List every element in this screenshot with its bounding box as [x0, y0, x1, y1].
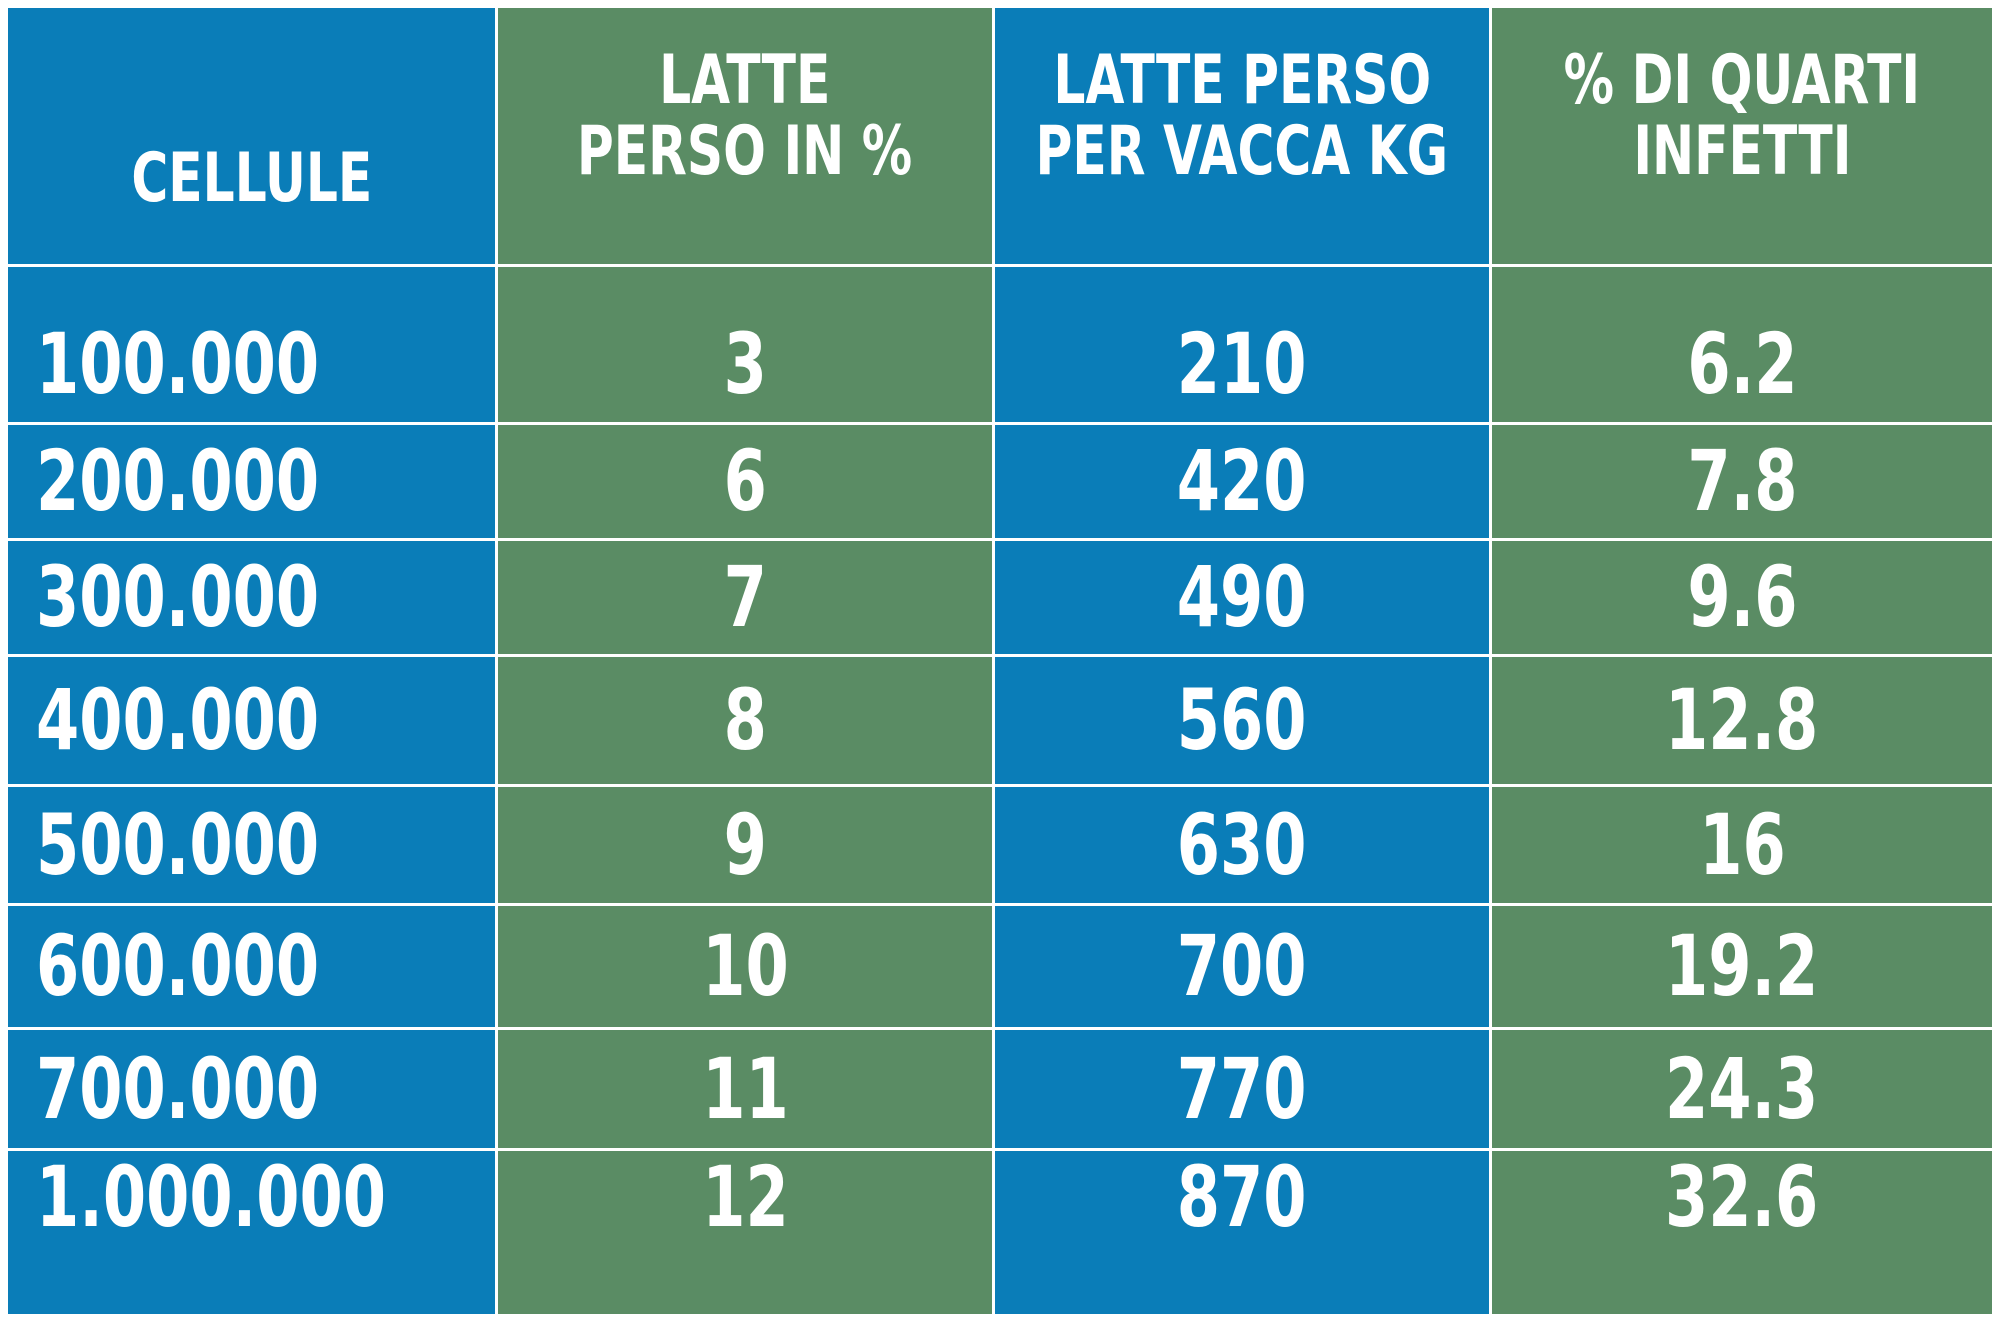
header-cell: LATTE PERSO PER VACCA KG: [995, 8, 1489, 264]
data-cell: 770: [995, 1030, 1489, 1148]
header-text: INFETTI: [1632, 112, 1852, 191]
data-cell: 420: [995, 425, 1489, 538]
cell-text: 200.000: [36, 432, 320, 531]
data-cell: 11: [498, 1030, 992, 1148]
cell-text: 1.000.000: [36, 1151, 386, 1247]
cell-text: 16: [1698, 795, 1786, 894]
cell-text: 8: [723, 671, 767, 770]
data-cell: 9.6: [1492, 541, 1992, 654]
data-cell: 210: [995, 267, 1489, 422]
data-cell: 12: [498, 1151, 992, 1314]
header-text: LATTE PERSO: [1053, 40, 1431, 120]
data-cell: 10: [498, 906, 992, 1027]
header-cell: % DI QUARTI INFETTI: [1492, 8, 1992, 264]
data-cell: 6.2: [1492, 267, 1992, 422]
data-cell: 32.6: [1492, 1151, 1992, 1314]
data-cell: 12.8: [1492, 657, 1992, 784]
cell-text: 420: [1177, 432, 1307, 531]
cell-text: 700: [1177, 917, 1307, 1016]
data-cell: 870: [995, 1151, 1489, 1314]
data-cell: 6: [498, 425, 992, 538]
data-cell: 400.000: [8, 657, 495, 784]
cell-text: 7: [723, 548, 767, 647]
data-cell: 1.000.000: [8, 1151, 495, 1314]
cell-text: 3: [723, 315, 767, 414]
data-cell: 200.000: [8, 425, 495, 538]
cell-text: 560: [1177, 671, 1307, 770]
cell-text: 100.000: [36, 315, 320, 414]
header-text: PER VACCA KG: [1035, 112, 1449, 191]
data-cell: 19.2: [1492, 906, 1992, 1027]
cell-text: 400.000: [36, 671, 320, 770]
cell-text: 490: [1177, 548, 1307, 647]
data-cell: 3: [498, 267, 992, 422]
cell-text: 500.000: [36, 795, 320, 894]
data-cell: 630: [995, 787, 1489, 903]
cell-text: 210: [1177, 315, 1307, 414]
cell-text: 32.6: [1665, 1151, 1819, 1247]
data-cell: 500.000: [8, 787, 495, 903]
data-cell: 24.3: [1492, 1030, 1992, 1148]
data-cell: 16: [1492, 787, 1992, 903]
cell-text: 9: [723, 795, 767, 894]
cell-text: 700.000: [36, 1039, 320, 1138]
cell-text: 10: [701, 917, 789, 1016]
data-cell: 9: [498, 787, 992, 903]
cell-text: 300.000: [36, 548, 320, 647]
cell-text: 7.8: [1686, 432, 1798, 531]
data-cell: 100.000: [8, 267, 495, 422]
cell-text: 11: [701, 1039, 789, 1138]
cell-text: 9.6: [1686, 548, 1798, 647]
data-cell: 490: [995, 541, 1489, 654]
data-cell: 7: [498, 541, 992, 654]
data-cell: 7.8: [1492, 425, 1992, 538]
cell-text: 870: [1177, 1151, 1307, 1247]
header-text: CELLULE: [131, 138, 372, 218]
header-text: PERSO IN %: [577, 112, 913, 191]
cell-text: 24.3: [1665, 1039, 1819, 1138]
data-cell: 700: [995, 906, 1489, 1027]
cell-text: 630: [1177, 795, 1307, 894]
data-cell: 300.000: [8, 541, 495, 654]
header-cell: CELLULE: [8, 8, 495, 264]
cell-text: 19.2: [1665, 917, 1819, 1016]
data-cell: 8: [498, 657, 992, 784]
header-text: LATTE: [659, 40, 831, 120]
data-cell: 560: [995, 657, 1489, 784]
cell-text: 12: [701, 1151, 789, 1247]
cell-text: 600.000: [36, 917, 320, 1016]
data-cell: 600.000: [8, 906, 495, 1027]
cell-text: 12.8: [1665, 671, 1819, 770]
header-cell: LATTE PERSO IN %: [498, 8, 992, 264]
cell-text: 6.2: [1686, 315, 1798, 414]
data-cell: 700.000: [8, 1030, 495, 1148]
cell-text: 6: [723, 432, 767, 531]
cell-text: 770: [1177, 1039, 1307, 1138]
header-text: % DI QUARTI: [1563, 40, 1921, 120]
